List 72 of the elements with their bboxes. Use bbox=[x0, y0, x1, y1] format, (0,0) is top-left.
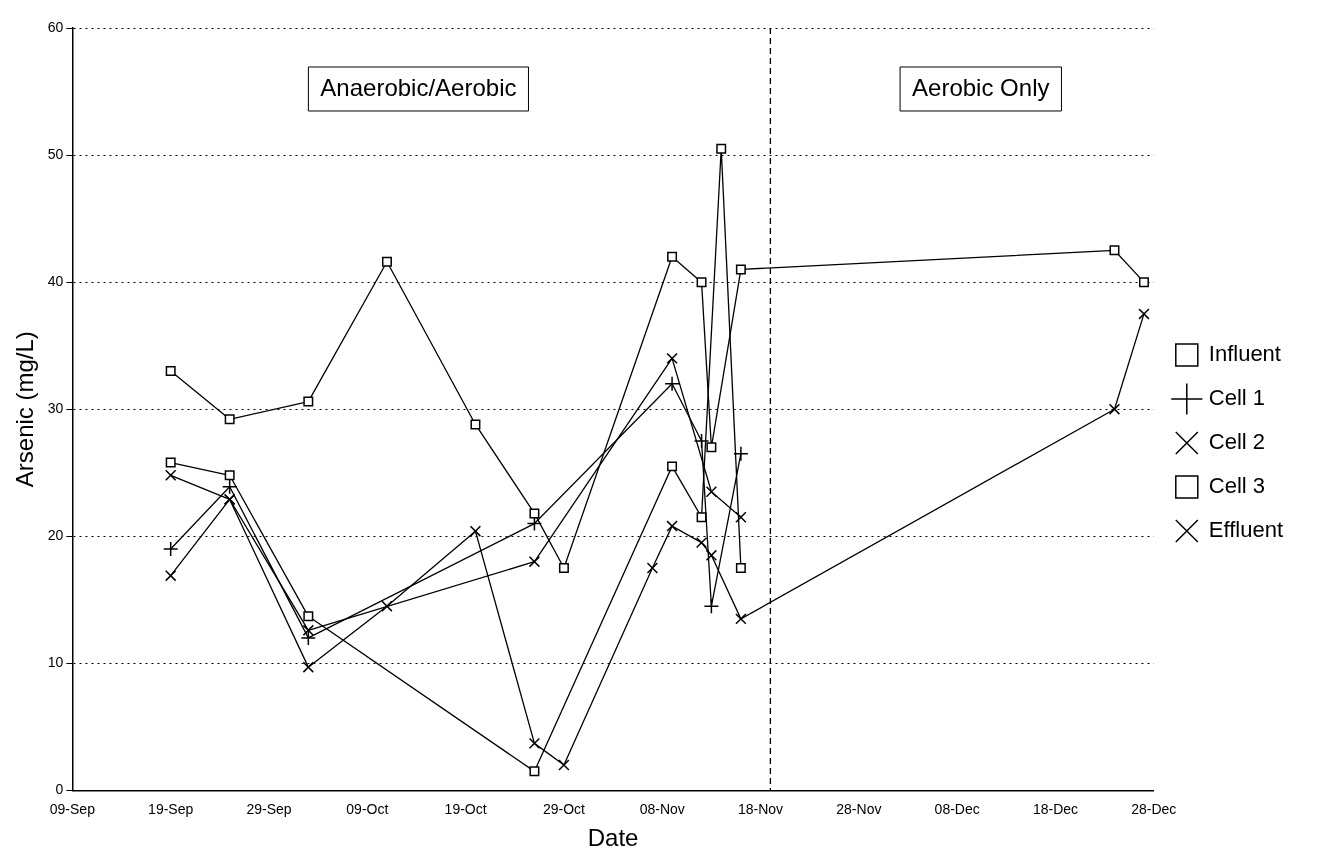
legend-label: Cell 2 bbox=[1208, 429, 1266, 455]
point bbox=[646, 562, 659, 574]
y-tick-label: 20 bbox=[47, 527, 64, 544]
point bbox=[1138, 308, 1150, 320]
x-tick-label: 19-Sep bbox=[148, 800, 194, 817]
point bbox=[703, 598, 720, 614]
x-tick-label: 18-Nov bbox=[737, 800, 784, 817]
x-tick-label: 28-Nov bbox=[836, 800, 882, 817]
point bbox=[528, 555, 541, 568]
point bbox=[733, 445, 749, 462]
point bbox=[164, 469, 177, 481]
point bbox=[164, 569, 177, 582]
point bbox=[666, 520, 678, 532]
point bbox=[302, 661, 315, 673]
y-tick-label: 10 bbox=[47, 654, 64, 671]
point bbox=[381, 600, 393, 612]
point bbox=[162, 541, 179, 557]
x-tick-label: 08-Dec bbox=[934, 800, 980, 817]
point bbox=[695, 536, 708, 549]
x-axis-title: Date bbox=[587, 824, 639, 852]
point bbox=[469, 525, 482, 537]
x-tick-label: 09-Oct bbox=[346, 800, 389, 817]
point bbox=[706, 442, 717, 453]
x-tick-label: 09-Sep bbox=[49, 800, 96, 817]
point bbox=[735, 563, 746, 574]
point bbox=[470, 419, 481, 430]
y-axis-title: Arsenic (mg/L) bbox=[11, 331, 39, 488]
x-tick-label: 19-Oct bbox=[444, 800, 487, 817]
point bbox=[224, 470, 235, 481]
legend-label: Effluent bbox=[1208, 517, 1284, 543]
annotation: Anaerobic/Aerobic bbox=[320, 73, 517, 101]
point bbox=[221, 478, 238, 495]
point bbox=[735, 264, 746, 275]
point bbox=[224, 414, 235, 425]
point bbox=[667, 461, 678, 472]
x-tick-label: 08-Nov bbox=[639, 800, 685, 817]
y-tick-label: 60 bbox=[47, 18, 64, 35]
point bbox=[558, 563, 569, 574]
point bbox=[165, 366, 176, 377]
legend-label: Cell 1 bbox=[1208, 385, 1266, 411]
point bbox=[667, 251, 678, 262]
point bbox=[1109, 245, 1120, 256]
y-tick-label: 30 bbox=[47, 400, 64, 417]
point bbox=[303, 396, 314, 407]
point bbox=[735, 511, 747, 523]
y-tick-label: 50 bbox=[47, 145, 64, 162]
point bbox=[664, 376, 680, 392]
point bbox=[558, 759, 570, 771]
point bbox=[666, 352, 678, 365]
point bbox=[381, 256, 392, 267]
point bbox=[529, 766, 540, 777]
x-tick-label: 18-Dec bbox=[1032, 800, 1079, 817]
annotation: Aerobic Only bbox=[912, 73, 1050, 101]
point bbox=[529, 508, 540, 519]
x-tick-label: 29-Sep bbox=[246, 800, 292, 817]
point bbox=[1138, 277, 1149, 288]
x-tick-label: 29-Oct bbox=[542, 800, 586, 817]
point bbox=[303, 611, 314, 622]
point bbox=[1108, 403, 1121, 415]
point bbox=[696, 277, 707, 288]
x-tick-label: 28-Dec bbox=[1131, 800, 1177, 817]
point bbox=[705, 549, 718, 562]
point bbox=[165, 457, 176, 468]
point bbox=[693, 433, 710, 449]
y-tick-label: 40 bbox=[47, 272, 64, 289]
legend-label: Cell 3 bbox=[1208, 473, 1266, 499]
point bbox=[716, 143, 727, 154]
point bbox=[735, 613, 747, 625]
point bbox=[528, 737, 541, 750]
legend-label: Influent bbox=[1208, 341, 1281, 367]
y-tick-label: 0 bbox=[55, 781, 64, 798]
point bbox=[705, 486, 718, 498]
